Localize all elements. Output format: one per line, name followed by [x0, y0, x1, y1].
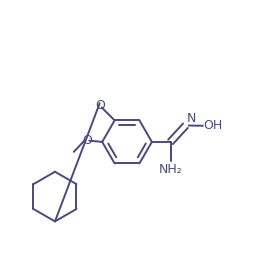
Text: N: N: [186, 112, 196, 124]
Text: O: O: [82, 134, 92, 147]
Text: OH: OH: [204, 119, 223, 132]
Text: NH₂: NH₂: [159, 163, 182, 176]
Text: O: O: [95, 99, 105, 112]
